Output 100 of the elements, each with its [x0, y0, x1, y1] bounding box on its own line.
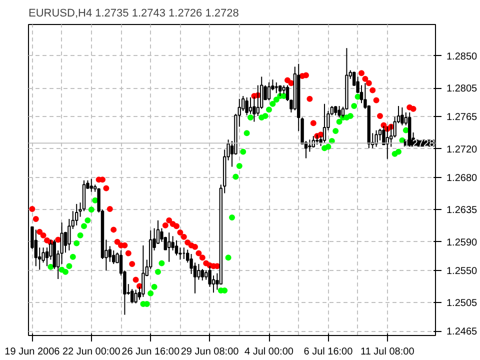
candlestick	[174, 240, 178, 256]
candlestick	[204, 270, 208, 280]
point	[148, 290, 154, 296]
point	[225, 254, 232, 261]
point	[177, 230, 184, 236]
x-tick-label: 29 Jun 08:00	[180, 346, 240, 358]
point	[162, 222, 168, 228]
y-tick-label: 1.2765	[446, 112, 478, 124]
point	[74, 240, 80, 246]
point	[377, 113, 383, 120]
point	[36, 228, 43, 235]
point	[306, 96, 313, 102]
point	[325, 144, 332, 150]
point	[347, 113, 354, 120]
point	[196, 250, 202, 256]
candlestick	[108, 246, 112, 262]
point	[303, 72, 309, 78]
point	[88, 206, 94, 213]
point	[373, 97, 380, 104]
point	[103, 185, 110, 192]
candlestick	[34, 229, 38, 267]
point	[248, 114, 254, 120]
point	[32, 216, 39, 222]
y-tick-label: 1.2805	[446, 84, 478, 95]
point	[310, 120, 316, 126]
x-tick-label: 19 Jun 2006	[4, 346, 60, 358]
x-tick-label: 26 Jun 16:00	[122, 346, 180, 358]
y-tick-label: 1.2680	[446, 173, 478, 184]
y-tick-label: 1.2635	[446, 205, 478, 216]
point	[366, 80, 372, 86]
y-tick-label: 1.2465	[446, 326, 478, 338]
point	[370, 87, 376, 94]
candlestick	[374, 130, 378, 148]
candlestick	[400, 106, 404, 126]
y-tick-label: 1.2550	[446, 266, 478, 277]
point	[273, 96, 280, 103]
point	[62, 268, 68, 275]
point	[410, 106, 416, 112]
point	[244, 130, 250, 136]
point	[266, 106, 272, 113]
candlestick	[142, 244, 145, 298]
x-tick-label: 6 Jul 16:00	[304, 346, 354, 358]
y-tick-label: 1.2505	[446, 298, 478, 310]
candlestick	[178, 247, 182, 260]
point	[166, 217, 172, 224]
x-tick-label: 22 Jun 00:00	[62, 346, 121, 358]
candlestick	[308, 139, 312, 152]
candlestick	[267, 82, 271, 101]
candlestick	[197, 264, 200, 280]
y-tick-label: 1.2850	[446, 51, 478, 62]
point	[192, 244, 198, 250]
x-tick-label: 4 Jul 00:00	[244, 346, 294, 358]
point	[396, 148, 402, 155]
candlestick	[200, 268, 204, 281]
point	[40, 232, 46, 238]
point	[125, 250, 132, 256]
candlestick	[338, 106, 341, 118]
point	[106, 206, 113, 212]
candlestick	[274, 82, 278, 94]
candlestick	[90, 178, 94, 192]
candlestick	[245, 96, 248, 116]
point	[110, 226, 117, 233]
point	[180, 234, 187, 240]
point	[114, 238, 120, 245]
point	[270, 100, 276, 107]
candlestick	[74, 203, 78, 226]
point	[358, 70, 364, 76]
point	[229, 214, 235, 221]
point	[158, 260, 165, 266]
point	[129, 261, 136, 267]
point	[29, 206, 36, 212]
candlestick	[334, 106, 338, 116]
point	[232, 174, 239, 180]
candlestick	[134, 289, 138, 304]
y-tick-label: 1.2720	[446, 144, 478, 156]
candlestick	[315, 134, 319, 146]
candlestick	[112, 250, 116, 265]
point	[336, 118, 342, 125]
point	[351, 103, 358, 109]
point	[66, 263, 72, 270]
candlestick	[322, 103, 326, 143]
point	[77, 232, 84, 238]
candlestick	[248, 96, 252, 114]
chart-title: EURUSD,H4 1.2735 1.2743 1.2726 1.2728	[28, 8, 239, 20]
point	[81, 223, 87, 230]
point	[70, 254, 76, 260]
point	[48, 264, 54, 270]
point	[184, 240, 191, 246]
point	[151, 284, 158, 290]
point	[236, 163, 242, 170]
point	[240, 148, 246, 155]
point	[132, 276, 139, 283]
point	[262, 113, 268, 120]
point	[155, 268, 161, 275]
y-tick-label: 1.2590	[446, 237, 478, 248]
point	[174, 223, 180, 230]
point	[332, 128, 339, 134]
point	[362, 76, 368, 82]
point	[199, 254, 206, 261]
candlestick	[167, 232, 171, 262]
